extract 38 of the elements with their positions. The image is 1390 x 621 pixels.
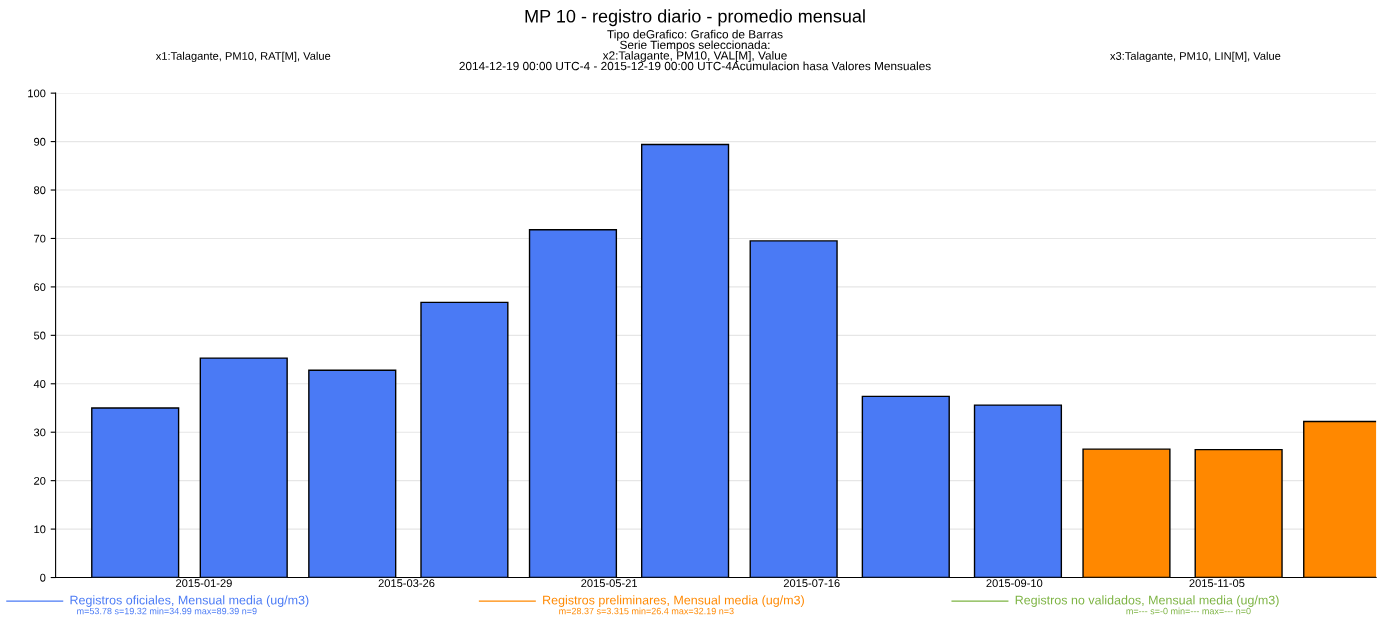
bar — [749, 240, 838, 578]
chart-title: MP 10 - registro diario - promedio mensual — [525, 9, 865, 27]
y-tick-label: 30 — [33, 428, 46, 437]
bar — [91, 407, 180, 578]
text: m=--- s=-0 min=--- max=--- n=0 — [1126, 607, 1251, 615]
chart-subtitle: Tipo deGrafico: Grafico de Barras Serie Tiempos seleccionada: x2:Talagante, PM10, VAL[M], Value 2014-12-19 00:00 UTC-4 - 2015-12-19 00:00 UTC-4Acumulacion hasa Valores Mensuales — [459, 29, 931, 71]
bar — [640, 143, 730, 578]
bar — [973, 404, 1063, 578]
y-tick-label: 100 — [28, 89, 46, 98]
x-tick-label: 2015-09-10 — [986, 579, 1043, 588]
y-tick-label: 20 — [34, 476, 46, 485]
legend-label: Registros oficiales, Mensual media (ug/m3) — [70, 595, 309, 607]
y-tick-label: 60 — [34, 283, 46, 292]
y-tick-label: 0 — [40, 573, 46, 582]
text: m=53.78 s=19.32 min=34.99 max=89.39 n=9 — [77, 607, 257, 615]
y-tick-label: 50 — [33, 331, 46, 340]
bar — [420, 301, 509, 578]
x-tick-label: 2015-05-21 — [581, 579, 637, 588]
y-tick-label: 80 — [34, 186, 46, 195]
bar — [861, 395, 950, 578]
text: m=28.37 s=3.315 min=26.4 max=32.19 n=3 — [559, 607, 734, 615]
legend-label: Registros no validados, Mensual media (ug/m3) — [1015, 595, 1279, 607]
y-tick-label: 10 — [34, 525, 46, 534]
text: x1:Talagante, PM10, RAT[M], Value — [155, 51, 331, 63]
bar — [528, 229, 618, 578]
x-tick-label: 2015-01-29 — [176, 579, 232, 588]
bar — [308, 369, 397, 578]
legend-label: Registros preliminares, Mensual media (ug/m3) — [543, 595, 804, 607]
y-tick-label: 70 — [34, 234, 46, 243]
y-tick-label: 90 — [34, 137, 46, 146]
bar — [199, 357, 288, 578]
bar — [1082, 448, 1171, 578]
bar — [1194, 448, 1283, 578]
x-tick-label: 2015-03-26 — [378, 579, 435, 588]
x-tick-label: 2015-07-16 — [783, 579, 840, 588]
y-tick-label: 40 — [33, 380, 46, 388]
x-tick-label: 2015-11-05 — [1189, 579, 1245, 588]
text: x3:Talagante, PM10, LIN[M], Value — [1110, 51, 1281, 63]
